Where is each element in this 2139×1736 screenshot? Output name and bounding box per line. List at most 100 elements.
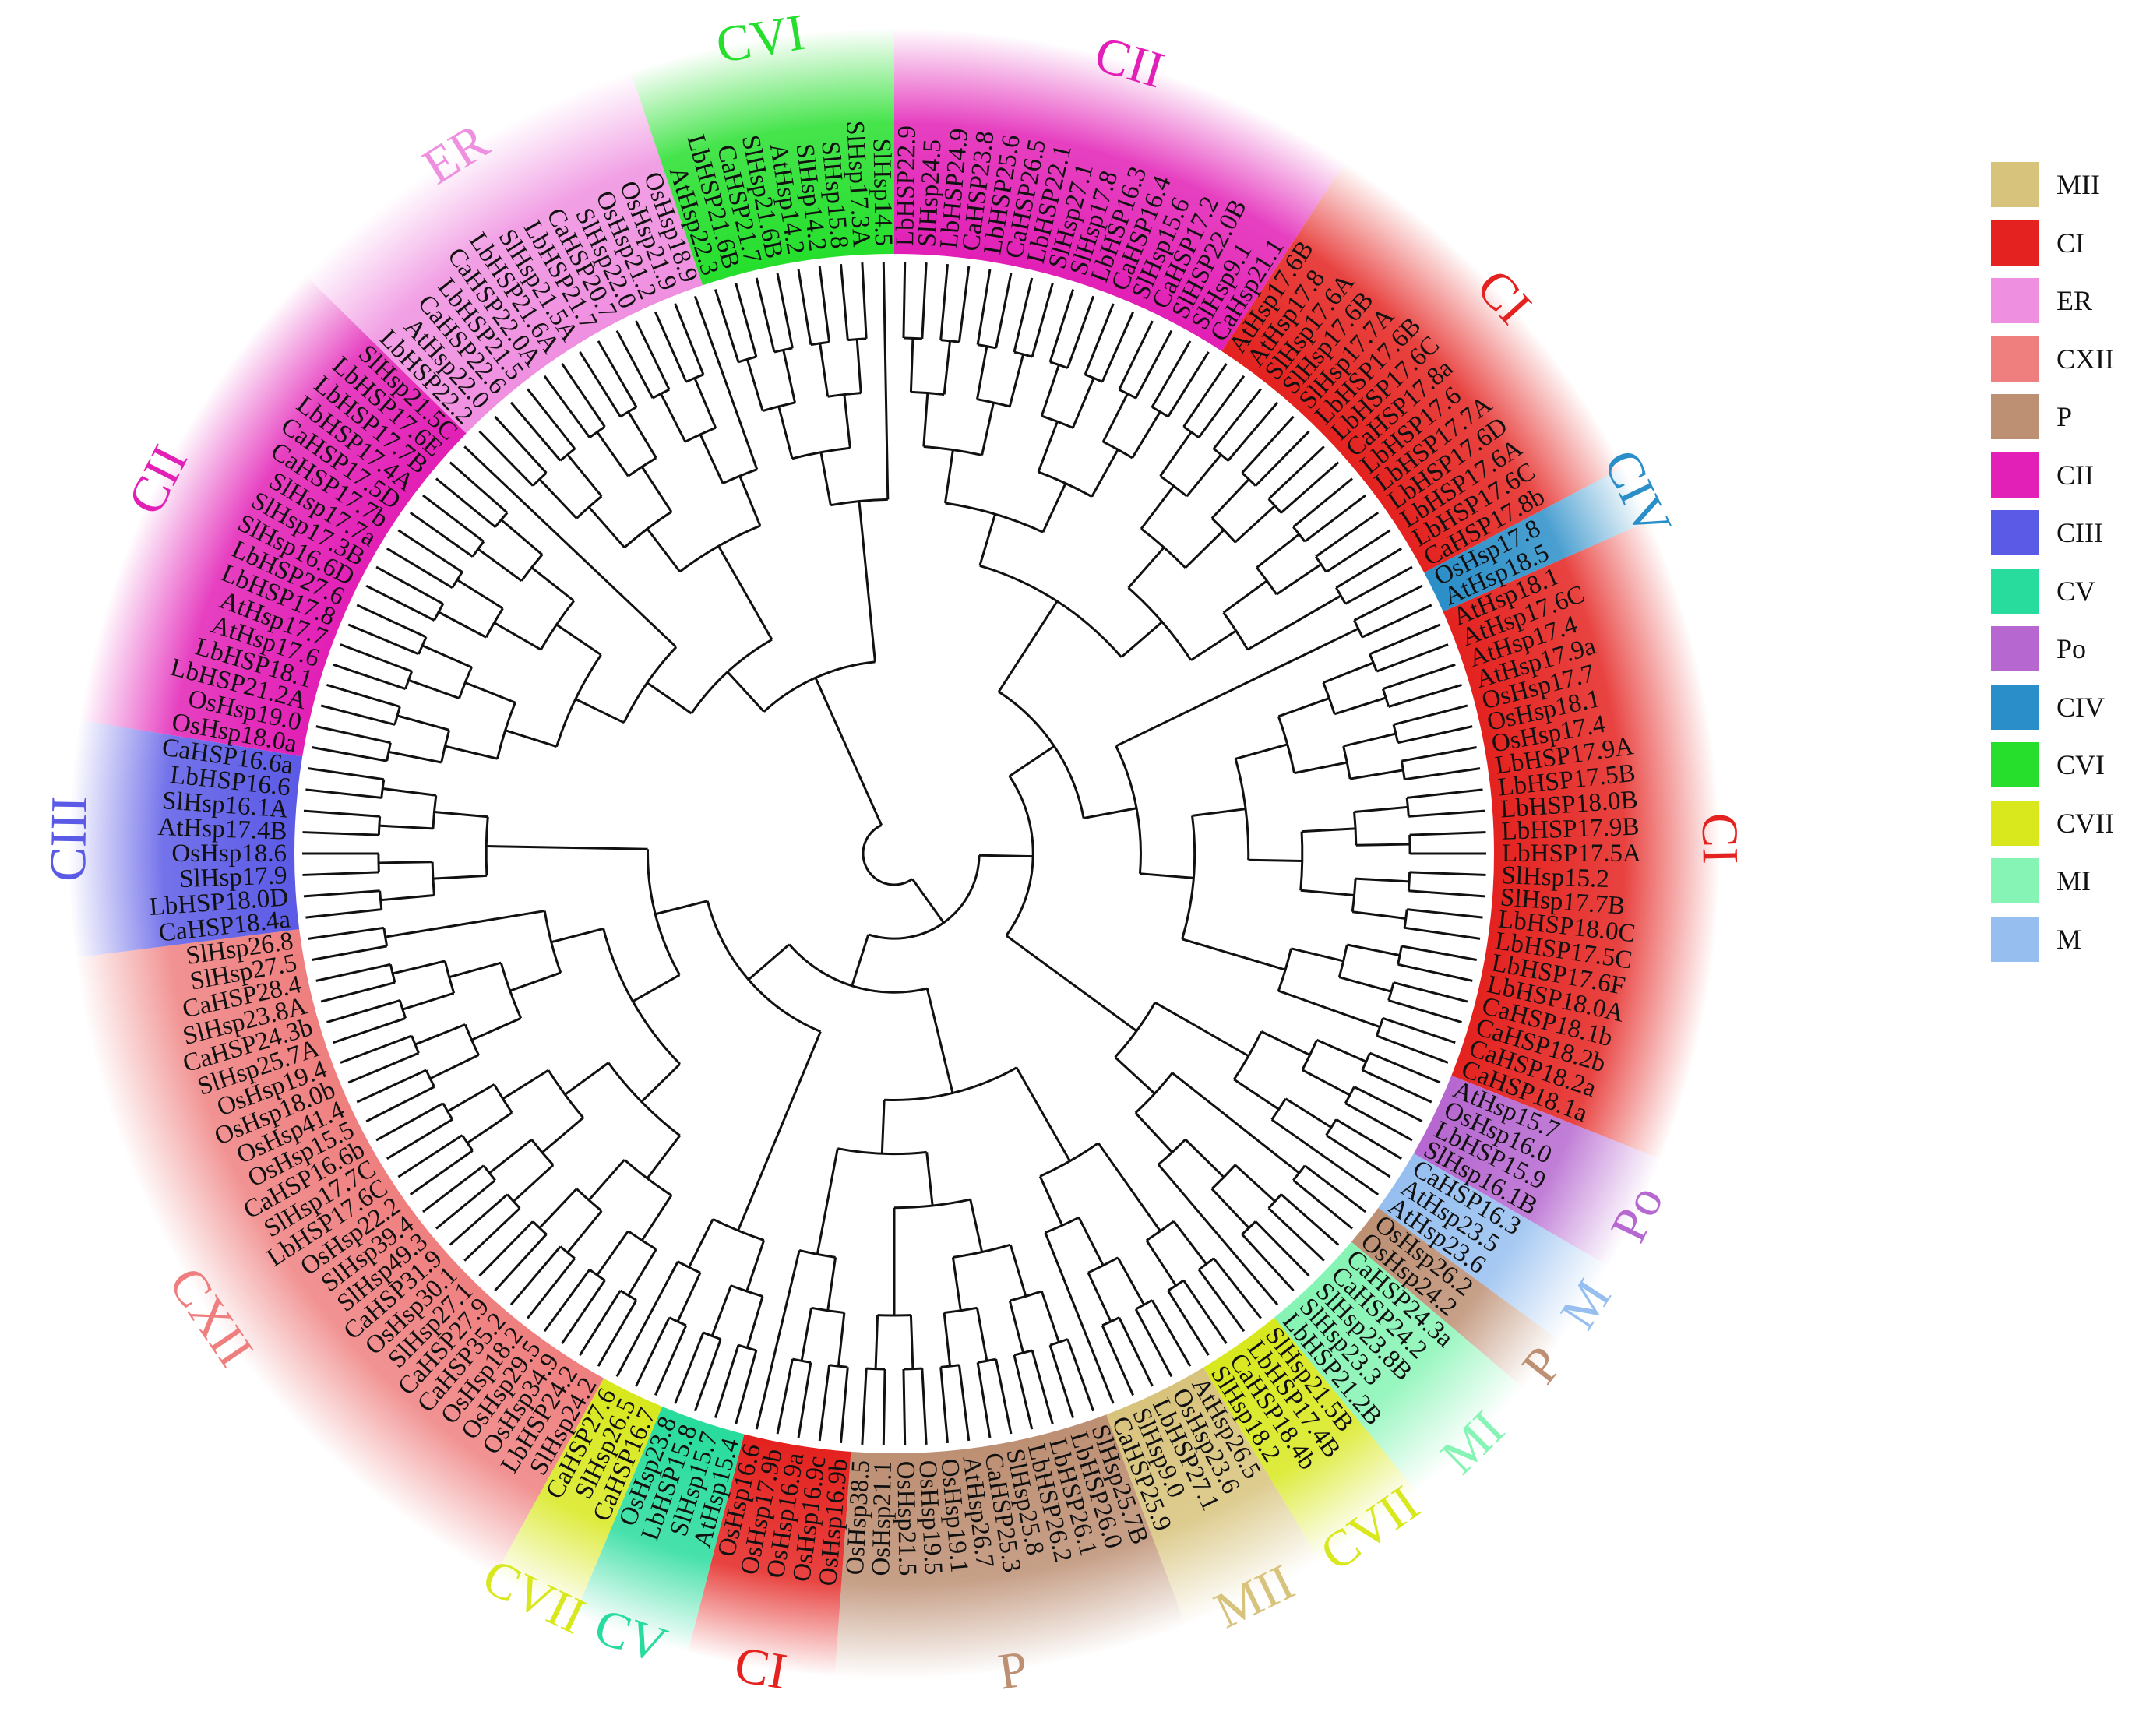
branch-arc xyxy=(398,1000,407,1019)
branch-line xyxy=(1227,401,1279,462)
legend-label: ER xyxy=(2056,285,2093,317)
branch-line xyxy=(1127,546,1165,589)
branch-line xyxy=(777,406,794,460)
branch-line xyxy=(1184,1138,1225,1178)
branch-arc xyxy=(379,890,383,910)
branch-line xyxy=(1040,1291,1060,1343)
branch-arc xyxy=(830,498,888,507)
branch-line xyxy=(615,1261,679,1378)
branch-line xyxy=(449,1193,509,1246)
tree-branches xyxy=(302,262,1486,1445)
branch-line xyxy=(463,1207,521,1262)
branch-arc xyxy=(911,390,945,396)
branch-line xyxy=(1013,277,1034,353)
legend-label: CIV xyxy=(2056,691,2105,723)
branch-arc xyxy=(380,779,386,798)
legend-item: CVI xyxy=(1991,736,2131,794)
branch-line xyxy=(379,861,433,864)
branch-line xyxy=(1343,732,1397,748)
branch-line xyxy=(747,943,791,981)
legend-label: MI xyxy=(2056,865,2091,897)
branch-line xyxy=(312,746,387,762)
branch-line xyxy=(1280,1193,1340,1246)
branch-line xyxy=(1182,1280,1228,1344)
branch-line xyxy=(1233,1078,1280,1111)
branch-line xyxy=(726,671,765,713)
branch-line xyxy=(308,926,385,940)
branch-line xyxy=(494,1233,548,1292)
branch-line xyxy=(1323,661,1374,684)
branch-line xyxy=(1254,430,1310,487)
branch-line xyxy=(527,388,576,450)
branch-arc xyxy=(998,690,1085,819)
branch-line xyxy=(1077,1217,1105,1266)
branch-line xyxy=(438,611,487,639)
branch-line xyxy=(347,1051,420,1084)
branch-arc xyxy=(576,1188,603,1212)
branch-line xyxy=(486,845,648,850)
branch-arc xyxy=(1301,1039,1318,1071)
legend-item: CV xyxy=(1991,562,2131,621)
branch-line xyxy=(340,1034,413,1064)
branch-arc xyxy=(493,1083,513,1114)
branch-arc xyxy=(1146,1220,1175,1241)
branch-line xyxy=(1300,889,1355,896)
branch-line xyxy=(340,643,413,673)
branch-arc xyxy=(1114,1002,1157,1058)
branch-line xyxy=(814,677,883,826)
legend-label: MII xyxy=(2056,169,2100,201)
branch-line xyxy=(449,961,502,979)
branch-arc xyxy=(1119,388,1136,400)
branch-arc xyxy=(559,448,576,462)
branch-line xyxy=(1134,329,1173,399)
group-band-ci xyxy=(687,1434,851,1678)
branch-line xyxy=(1254,1220,1310,1277)
branch-arc xyxy=(1087,1256,1119,1274)
branch-line xyxy=(1159,431,1193,477)
branch-line xyxy=(710,1285,732,1336)
branch-arc xyxy=(690,638,773,714)
branch-line xyxy=(1369,1051,1441,1084)
branch-arc xyxy=(547,1069,584,1119)
branch-line xyxy=(1115,627,1359,748)
branch-line xyxy=(1353,584,1423,622)
branch-line xyxy=(851,934,870,987)
branch-line xyxy=(1212,1257,1262,1319)
branch-arc xyxy=(1344,1086,1355,1104)
branch-line xyxy=(1407,908,1483,919)
branch-arc xyxy=(623,510,672,549)
branch-arc xyxy=(884,1066,1017,1101)
legend-item: CXII xyxy=(1991,330,2131,389)
branch-line xyxy=(1157,1164,1279,1306)
tip-label: OsHsp38.5 xyxy=(841,1460,876,1576)
branch-line xyxy=(505,729,557,748)
branch-line xyxy=(737,1030,822,1231)
branch-line xyxy=(379,824,433,830)
branch-line xyxy=(470,1016,522,1041)
branch-line xyxy=(816,1148,839,1255)
branch-line xyxy=(843,394,851,449)
legend-item: CI xyxy=(1991,214,2131,273)
legend-label: CV xyxy=(2056,575,2096,607)
branch-line xyxy=(386,547,453,589)
branch-line xyxy=(478,430,534,487)
branch-arc xyxy=(602,928,681,1065)
branch-line xyxy=(308,767,385,781)
branch-line xyxy=(1197,375,1246,438)
branch-line xyxy=(1270,1118,1380,1196)
branch-line xyxy=(976,269,992,345)
branch-line xyxy=(477,548,523,582)
branch-line xyxy=(396,714,450,731)
branch-line xyxy=(1167,1290,1210,1356)
legend-swatch xyxy=(1991,394,2039,440)
branch-line xyxy=(880,1100,886,1154)
legend-label: P xyxy=(2056,401,2073,433)
branch-arc xyxy=(1353,619,1364,638)
branch-arc xyxy=(1234,758,1250,861)
branch-line xyxy=(1041,482,1067,533)
branch-line xyxy=(943,340,952,395)
branch-line xyxy=(1344,1102,1413,1142)
branch-line xyxy=(1184,529,1225,569)
branch-line xyxy=(561,1280,606,1344)
branch-arc xyxy=(433,603,445,622)
